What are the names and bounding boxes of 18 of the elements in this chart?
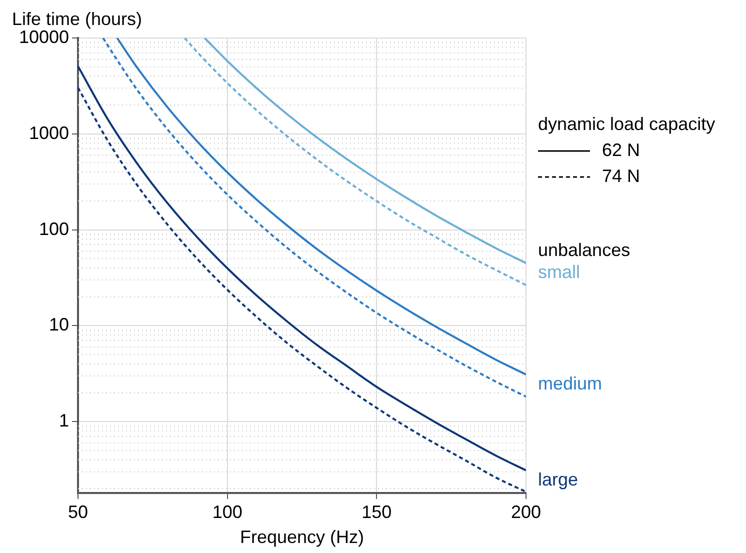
x-tick-label: 100 <box>212 502 242 522</box>
x-tick-label: 200 <box>510 502 542 522</box>
text: 74 N <box>602 166 640 186</box>
series-label: medium <box>538 373 602 394</box>
y-tick-label: 10 <box>48 314 69 335</box>
series-label: small <box>538 262 580 282</box>
y-tick-label: 10000 <box>18 26 69 47</box>
x-axis-title: Frequency (Hz) <box>240 527 364 548</box>
series-label: large <box>538 469 578 490</box>
y-tick-label: 100 <box>38 218 69 239</box>
text: unbalances <box>538 240 630 260</box>
text: 62 N <box>602 140 640 160</box>
x-tick-label: 150 <box>362 502 392 522</box>
y-tick-label: 1000 <box>28 122 69 143</box>
y-tick-label: 1 <box>58 410 69 431</box>
legend-title: dynamic load capacity <box>538 114 716 134</box>
y-axis-title: Life time (hours) <box>12 8 142 29</box>
x-tick-label: 50 <box>68 502 88 522</box>
